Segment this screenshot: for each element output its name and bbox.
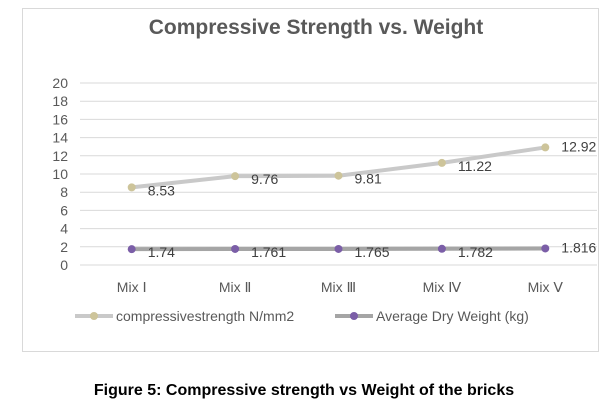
chart-frame bbox=[22, 8, 599, 352]
legend-marker bbox=[350, 312, 358, 320]
y-tick-label: 6 bbox=[60, 202, 68, 218]
chart-title: Compressive Strength vs. Weight bbox=[149, 16, 484, 39]
data-point bbox=[127, 183, 136, 192]
y-tick-label: 12 bbox=[52, 148, 68, 164]
data-point bbox=[334, 244, 343, 253]
data-point bbox=[231, 172, 240, 181]
y-tick-label: 2 bbox=[60, 239, 68, 255]
data-label: 1.816 bbox=[561, 239, 596, 255]
x-tick-label: Mix Ⅰ bbox=[117, 279, 147, 295]
legend-label: Average Dry Weight (kg) bbox=[376, 308, 529, 324]
x-tick-label: Mix Ⅲ bbox=[321, 279, 356, 295]
x-tick-label: Mix Ⅴ bbox=[528, 279, 564, 295]
data-label: 8.53 bbox=[148, 182, 175, 198]
data-label: 1.761 bbox=[251, 244, 286, 260]
data-point bbox=[334, 171, 343, 180]
data-label: 9.81 bbox=[355, 171, 382, 187]
y-tick-label: 10 bbox=[52, 166, 68, 182]
data-point bbox=[437, 158, 446, 167]
y-tick-label: 8 bbox=[60, 184, 68, 200]
y-tick-label: 18 bbox=[52, 93, 68, 109]
data-label: 1.765 bbox=[355, 244, 390, 260]
y-tick-label: 16 bbox=[52, 111, 68, 127]
x-tick-label: Mix Ⅱ bbox=[219, 279, 252, 295]
x-tick-label: Mix Ⅳ bbox=[423, 279, 462, 295]
data-label: 1.782 bbox=[458, 244, 493, 260]
data-point bbox=[541, 244, 550, 253]
legend-label: compressivestrength N/mm2 bbox=[116, 308, 294, 324]
y-tick-label: 4 bbox=[60, 221, 68, 237]
data-point bbox=[127, 245, 136, 254]
data-label: 9.76 bbox=[251, 171, 278, 187]
data-point bbox=[437, 244, 446, 253]
y-tick-label: 20 bbox=[52, 75, 68, 91]
legend-marker bbox=[90, 312, 98, 320]
y-tick-label: 14 bbox=[52, 130, 68, 146]
y-tick-label: 0 bbox=[60, 257, 68, 273]
data-label: 1.74 bbox=[148, 244, 175, 260]
data-point bbox=[231, 244, 240, 253]
data-label: 11.22 bbox=[458, 158, 492, 174]
data-point bbox=[541, 143, 550, 152]
data-label: 12.92 bbox=[561, 138, 596, 154]
figure-caption: Figure 5: Compressive strength vs Weight… bbox=[93, 382, 515, 399]
